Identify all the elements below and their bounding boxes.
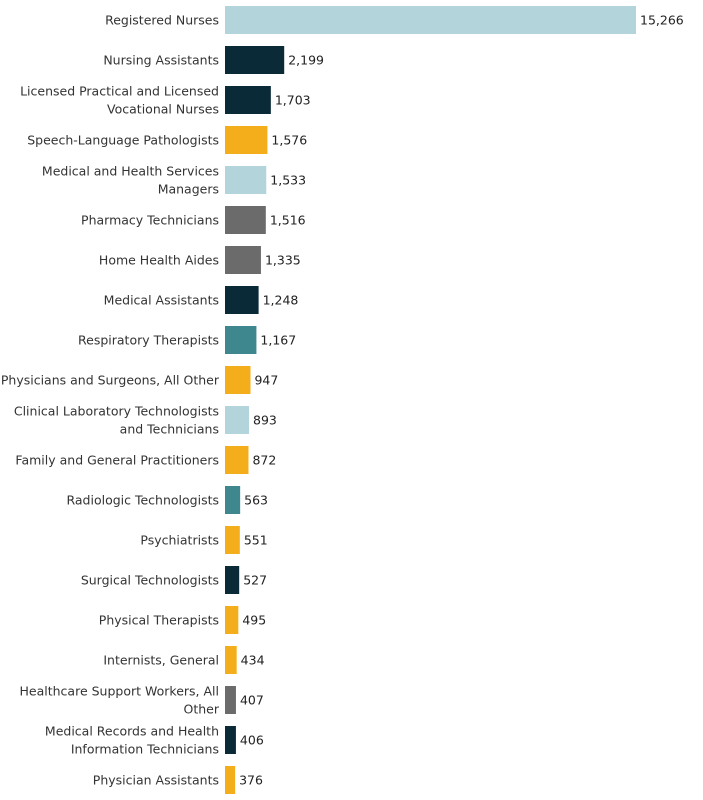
category-label-line: Pharmacy Technicians: [81, 213, 219, 228]
category-label-line: Radiologic Technologists: [66, 493, 219, 508]
category-label-line: Clinical Laboratory Technologists: [14, 404, 219, 419]
bar: [225, 286, 259, 314]
category-label: Medical and Health Services Managers: [42, 164, 219, 197]
value-label: 1,703: [275, 93, 311, 108]
category-label-line: Medical Assistants: [104, 293, 219, 308]
category-label-line: Registered Nurses: [105, 13, 219, 28]
value-label: 1,576: [271, 133, 307, 148]
bar: [225, 766, 236, 794]
value-label: 1,167: [260, 333, 296, 348]
value-label: 376: [239, 773, 263, 788]
category-label-line: Home Health Aides: [99, 253, 219, 268]
category-label: Physicians and Surgeons, All Other: [1, 373, 220, 388]
category-label-line: Nursing Assistants: [103, 53, 219, 68]
category-label: Home Health Aides: [99, 253, 219, 268]
category-label: Healthcare Support Workers, All Other: [20, 684, 220, 717]
category-label-line: and Technicians: [120, 422, 219, 437]
value-label: 947: [254, 373, 278, 388]
category-label-line: Vocational Nurses: [107, 102, 219, 117]
value-label: 406: [240, 733, 264, 748]
value-label: 872: [252, 453, 276, 468]
category-label-line: Respiratory Therapists: [78, 333, 219, 348]
bar: [225, 366, 251, 394]
bar: [225, 486, 241, 514]
value-label: 407: [240, 693, 264, 708]
category-label: Respiratory Therapists: [78, 333, 219, 348]
category-label-line: Surgical Technologists: [81, 573, 219, 588]
bars-layer: [225, 6, 636, 794]
value-label: 551: [244, 533, 268, 548]
category-label: Radiologic Technologists: [66, 493, 219, 508]
category-label-line: Physical Therapists: [99, 613, 219, 628]
category-label-line: Healthcare Support Workers, All: [20, 684, 220, 699]
category-label: Physical Therapists: [99, 613, 219, 628]
bar: [225, 46, 285, 74]
category-label-line: Medical Records and Health: [45, 724, 219, 739]
value-label: 893: [253, 413, 277, 428]
value-label: 1,335: [265, 253, 301, 268]
category-label: Nursing Assistants: [103, 53, 219, 68]
bar: [225, 206, 266, 234]
category-label: Medical Assistants: [104, 293, 219, 308]
value-label: 1,533: [270, 173, 306, 188]
bar: [225, 86, 271, 114]
category-label: Medical Records and Health Information Te…: [45, 724, 219, 757]
bar: [225, 686, 236, 714]
bar: [225, 6, 636, 34]
bar: [225, 566, 240, 594]
value-label: 1,516: [270, 213, 306, 228]
category-label-line: Information Technicians: [71, 742, 219, 757]
category-label-line: Psychiatrists: [140, 533, 219, 548]
category-label-line: Managers: [158, 182, 219, 197]
value-label: 1,248: [263, 293, 299, 308]
bar: [225, 526, 240, 554]
value-label: 563: [244, 493, 268, 508]
category-label: Licensed Practical and Licensed Vocationa…: [20, 84, 219, 117]
category-label: Psychiatrists: [140, 533, 219, 548]
category-label: Surgical Technologists: [81, 573, 219, 588]
category-label: Speech-Language Pathologists: [27, 133, 219, 148]
category-label: Family and General Practitioners: [15, 453, 219, 468]
bar: [225, 246, 261, 274]
bar: [225, 166, 267, 194]
value-label: 495: [242, 613, 266, 628]
category-label-line: Physicians and Surgeons, All Other: [1, 373, 220, 388]
category-label: Internists, General: [103, 653, 219, 668]
category-label-line: Licensed Practical and Licensed: [20, 84, 219, 99]
category-label: Pharmacy Technicians: [81, 213, 219, 228]
category-label-line: Internists, General: [103, 653, 219, 668]
category-label: Registered Nurses: [105, 13, 219, 28]
value-label: 527: [243, 573, 267, 588]
bar: [225, 446, 249, 474]
bar: [225, 726, 236, 754]
category-label-line: Physician Assistants: [93, 773, 219, 788]
bar: [225, 406, 250, 434]
value-label: 434: [241, 653, 265, 668]
bar: [225, 126, 268, 154]
category-labels-layer: Registered Nurses Nursing Assistants Licen…: [1, 13, 220, 788]
value-labels-layer: 15,266 2,199 1,703 1,576 1,533 1,516 1,335 1,24…: [239, 13, 684, 788]
category-label-line: Other: [184, 702, 220, 717]
category-label: Physician Assistants: [93, 773, 219, 788]
category-label-line: Medical and Health Services: [42, 164, 219, 179]
category-label-line: Speech-Language Pathologists: [27, 133, 219, 148]
bar: [225, 606, 239, 634]
bar: [225, 326, 257, 354]
value-label: 15,266: [640, 13, 684, 28]
category-label-line: Family and General Practitioners: [15, 453, 219, 468]
value-label: 2,199: [288, 53, 324, 68]
bar: [225, 646, 237, 674]
category-label: Clinical Laboratory Technologists and Tec…: [14, 404, 219, 437]
